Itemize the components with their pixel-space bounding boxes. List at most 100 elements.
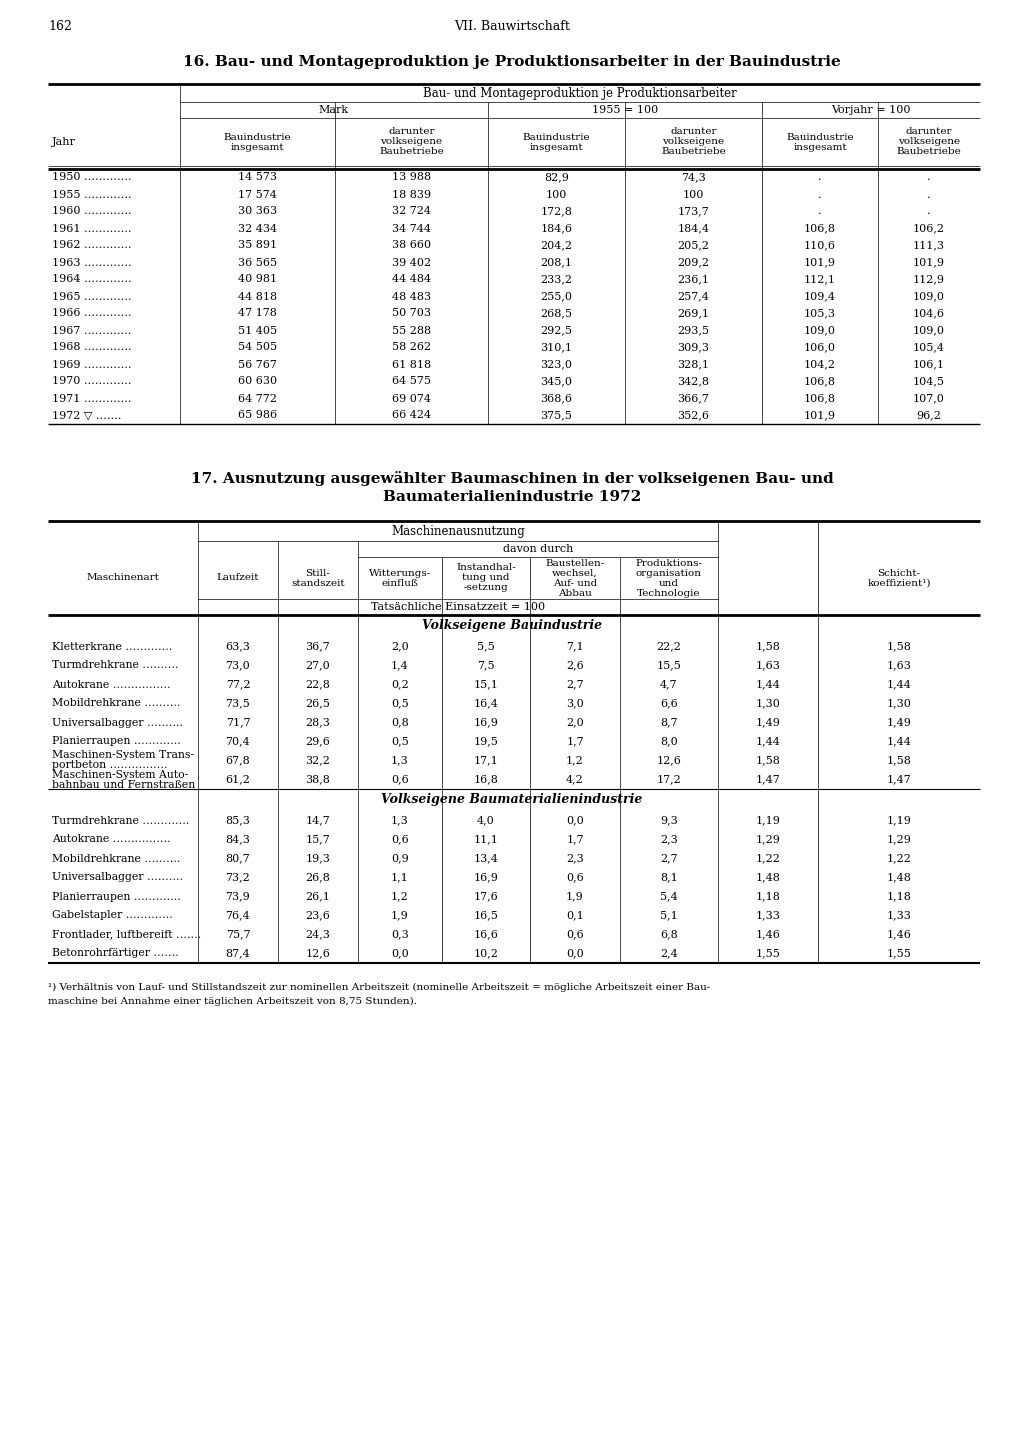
Text: VII. Bauwirtschaft: VII. Bauwirtschaft: [454, 20, 570, 33]
Text: 29,6: 29,6: [305, 736, 331, 746]
Text: 205,2: 205,2: [678, 241, 710, 251]
Text: 1,48: 1,48: [756, 872, 780, 882]
Text: 1,44: 1,44: [756, 736, 780, 746]
Text: 4,7: 4,7: [660, 680, 678, 689]
Text: 1,3: 1,3: [391, 815, 409, 825]
Text: Autokrane …………….: Autokrane …………….: [52, 835, 171, 845]
Text: insgesamt: insgesamt: [230, 143, 285, 152]
Text: Frontlader, luftbereift …….: Frontlader, luftbereift …….: [52, 929, 201, 939]
Text: 56 767: 56 767: [238, 359, 276, 369]
Text: 54 505: 54 505: [238, 342, 278, 352]
Text: 40 981: 40 981: [238, 275, 278, 285]
Text: 1,47: 1,47: [756, 775, 780, 785]
Text: wechsel,: wechsel,: [552, 569, 598, 577]
Text: 106,8: 106,8: [804, 377, 836, 387]
Text: portbeton …………….: portbeton …………….: [52, 760, 167, 770]
Text: Turmdrehkrane ……….: Turmdrehkrane ……….: [52, 660, 178, 670]
Text: 1,55: 1,55: [887, 948, 911, 958]
Text: 1,58: 1,58: [887, 756, 911, 766]
Text: 19,5: 19,5: [473, 736, 499, 746]
Text: 1,22: 1,22: [887, 853, 911, 863]
Text: 0,2: 0,2: [391, 680, 409, 689]
Text: 55 288: 55 288: [392, 325, 431, 335]
Text: .: .: [928, 206, 931, 216]
Text: 233,2: 233,2: [541, 275, 572, 285]
Text: 16,4: 16,4: [473, 699, 499, 709]
Text: 2,0: 2,0: [566, 717, 584, 727]
Text: maschine bei Annahme einer täglichen Arbeitszeit von 8,75 Stunden).: maschine bei Annahme einer täglichen Arb…: [48, 997, 417, 1007]
Text: 1,58: 1,58: [756, 642, 780, 652]
Text: 1,2: 1,2: [566, 756, 584, 766]
Text: Abbau: Abbau: [558, 589, 592, 597]
Text: 1,33: 1,33: [756, 911, 780, 921]
Text: 1972 ▽ …….: 1972 ▽ …….: [52, 411, 122, 421]
Text: 8,1: 8,1: [660, 872, 678, 882]
Text: 1965 ………….: 1965 ………….: [52, 292, 131, 302]
Text: Baustellen-: Baustellen-: [546, 558, 604, 567]
Text: Turmdrehkrane ………….: Turmdrehkrane ………….: [52, 815, 189, 825]
Text: -setzung: -setzung: [464, 583, 508, 593]
Text: 73,5: 73,5: [225, 699, 251, 709]
Text: 1,30: 1,30: [756, 699, 780, 709]
Text: 255,0: 255,0: [541, 292, 572, 302]
Text: Jahr: Jahr: [52, 137, 76, 147]
Text: Vorjahr = 100: Vorjahr = 100: [831, 105, 910, 115]
Text: 1968 ………….: 1968 ………….: [52, 342, 131, 352]
Text: Bauindustrie: Bauindustrie: [522, 133, 590, 142]
Text: Bauindustrie: Bauindustrie: [786, 133, 854, 142]
Text: .: .: [818, 206, 821, 216]
Text: darunter: darunter: [906, 127, 952, 136]
Text: 1966 ………….: 1966 ………….: [52, 308, 131, 318]
Text: Witterungs-: Witterungs-: [369, 569, 431, 577]
Text: 1,4: 1,4: [391, 660, 409, 670]
Text: Maschinen-System Trans-: Maschinen-System Trans-: [52, 750, 194, 760]
Text: Bauindustrie: Bauindustrie: [223, 133, 291, 142]
Text: 106,8: 106,8: [804, 223, 836, 233]
Text: 1967 ………….: 1967 ………….: [52, 325, 131, 335]
Text: 204,2: 204,2: [541, 241, 572, 251]
Text: Schicht-: Schicht-: [878, 569, 921, 577]
Text: 101,9: 101,9: [804, 258, 836, 268]
Text: 1964 ………….: 1964 ………….: [52, 275, 131, 285]
Text: Universalbagger ……….: Universalbagger ……….: [52, 872, 183, 882]
Text: 12,6: 12,6: [305, 948, 331, 958]
Text: 7,1: 7,1: [566, 642, 584, 652]
Text: Universalbagger ……….: Universalbagger ……….: [52, 717, 183, 727]
Text: 1969 ………….: 1969 ………….: [52, 359, 131, 369]
Text: 16,6: 16,6: [473, 929, 499, 939]
Text: 2,7: 2,7: [566, 680, 584, 689]
Text: 345,0: 345,0: [541, 377, 572, 387]
Text: 64 575: 64 575: [392, 377, 431, 387]
Text: 257,4: 257,4: [678, 292, 710, 302]
Text: 375,5: 375,5: [541, 411, 572, 421]
Text: 366,7: 366,7: [678, 394, 710, 404]
Text: insgesamt: insgesamt: [529, 143, 584, 152]
Text: 109,0: 109,0: [913, 325, 945, 335]
Text: 2,4: 2,4: [660, 948, 678, 958]
Text: 8,7: 8,7: [660, 717, 678, 727]
Text: 17,6: 17,6: [474, 892, 499, 902]
Text: 2,3: 2,3: [660, 835, 678, 845]
Text: 38,8: 38,8: [305, 775, 331, 785]
Text: 30 363: 30 363: [238, 206, 278, 216]
Text: 100: 100: [546, 189, 567, 199]
Text: darunter: darunter: [388, 127, 435, 136]
Text: volkseigene: volkseigene: [381, 137, 442, 146]
Text: 8,0: 8,0: [660, 736, 678, 746]
Text: 1955 = 100: 1955 = 100: [592, 105, 658, 115]
Text: Planierraupen ………….: Planierraupen ………….: [52, 892, 181, 902]
Text: 1,58: 1,58: [756, 756, 780, 766]
Text: 58 262: 58 262: [392, 342, 431, 352]
Text: Maschinenart: Maschinenart: [87, 573, 160, 583]
Text: 104,6: 104,6: [913, 308, 945, 318]
Text: 39 402: 39 402: [392, 258, 431, 268]
Text: 35 891: 35 891: [238, 241, 278, 251]
Text: 76,4: 76,4: [225, 911, 251, 921]
Text: 73,2: 73,2: [225, 872, 251, 882]
Text: 32,2: 32,2: [305, 756, 331, 766]
Text: 80,7: 80,7: [225, 853, 251, 863]
Text: 61,2: 61,2: [225, 775, 251, 785]
Text: 1,49: 1,49: [887, 717, 911, 727]
Text: 22,2: 22,2: [656, 642, 681, 652]
Text: 2,6: 2,6: [566, 660, 584, 670]
